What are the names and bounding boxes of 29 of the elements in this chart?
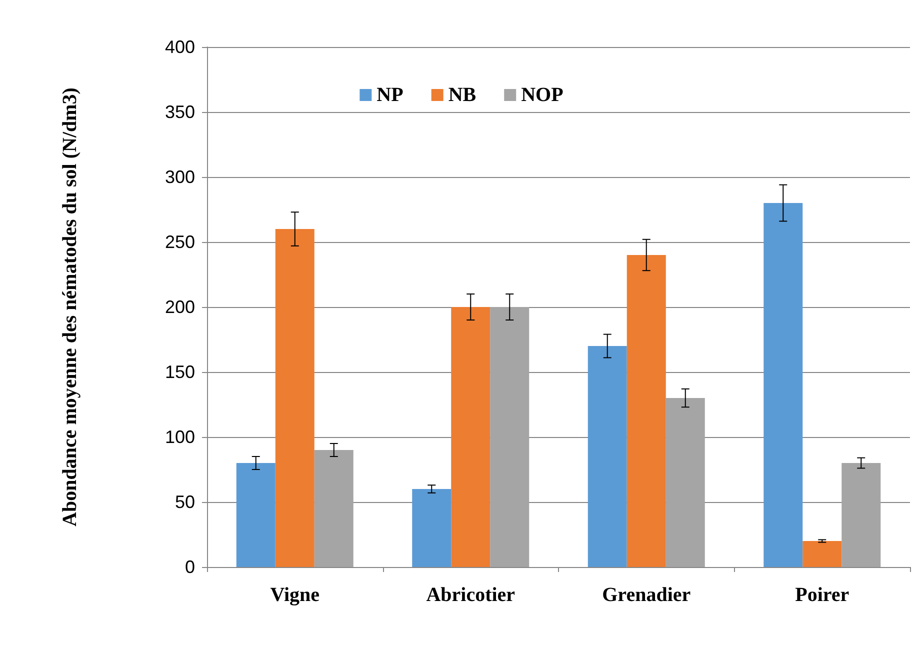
y-axis-title: Abondance moyenne des nématodes du sol (N/dm3) bbox=[59, 88, 81, 526]
bar bbox=[666, 398, 705, 567]
y-tick-label: 50 bbox=[174, 492, 195, 512]
y-tick-label: 0 bbox=[184, 557, 195, 577]
bar bbox=[802, 541, 842, 567]
y-tick-label: 250 bbox=[164, 232, 195, 252]
bar bbox=[626, 255, 666, 567]
y-tick-label: 150 bbox=[164, 362, 195, 382]
x-tick-label: Poirer bbox=[795, 584, 850, 606]
bar bbox=[236, 463, 276, 567]
y-tick-label: 400 bbox=[164, 37, 195, 57]
y-tick-label: 200 bbox=[164, 297, 195, 317]
legend-label: NP bbox=[376, 84, 404, 106]
bar bbox=[842, 463, 881, 567]
bar bbox=[764, 203, 803, 567]
y-tick-label: 300 bbox=[164, 167, 195, 187]
x-tick-label: Abricotier bbox=[426, 584, 516, 606]
x-tick-label: Vigne bbox=[270, 584, 320, 606]
bar bbox=[588, 346, 627, 567]
x-tick-label: Grenadier bbox=[602, 584, 691, 606]
legend-label: NB bbox=[448, 84, 476, 106]
bar bbox=[451, 307, 490, 567]
bar bbox=[490, 307, 530, 567]
y-tick-label: 100 bbox=[164, 427, 195, 447]
bar bbox=[314, 450, 354, 567]
y-tick-label: 350 bbox=[164, 102, 195, 122]
bar bbox=[275, 229, 314, 567]
legend-label: NOP bbox=[521, 84, 564, 106]
bar bbox=[412, 489, 452, 567]
